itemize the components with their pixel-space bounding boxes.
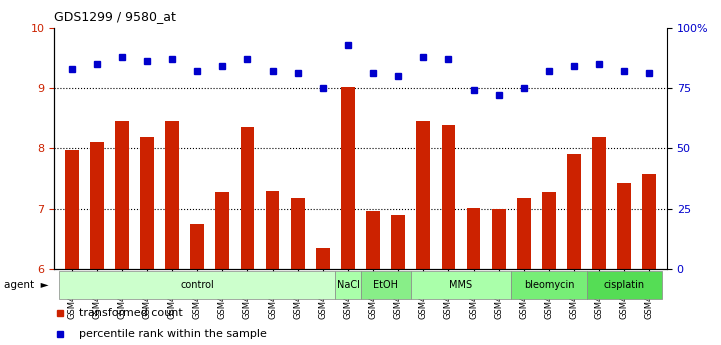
- Bar: [392, 215, 405, 269]
- Bar: [617, 183, 631, 269]
- Text: agent  ►: agent ►: [4, 280, 48, 289]
- Text: EtOH: EtOH: [373, 280, 398, 289]
- Bar: [587, 270, 662, 298]
- Bar: [241, 127, 255, 269]
- Text: GDS1299 / 9580_at: GDS1299 / 9580_at: [54, 10, 176, 23]
- Bar: [441, 125, 456, 269]
- Bar: [567, 154, 581, 269]
- Bar: [341, 87, 355, 269]
- Bar: [140, 137, 154, 269]
- Bar: [411, 270, 511, 298]
- Text: transformed count: transformed count: [79, 308, 182, 318]
- Text: bleomycin: bleomycin: [523, 280, 574, 289]
- Bar: [90, 142, 104, 269]
- Bar: [65, 150, 79, 269]
- Bar: [265, 190, 280, 269]
- Bar: [115, 121, 129, 269]
- Text: cisplatin: cisplatin: [603, 280, 645, 289]
- Bar: [517, 198, 531, 269]
- Text: control: control: [180, 280, 214, 289]
- Text: NaCl: NaCl: [337, 280, 359, 289]
- Bar: [335, 270, 360, 298]
- Bar: [316, 248, 329, 269]
- Text: percentile rank within the sample: percentile rank within the sample: [79, 329, 267, 339]
- Bar: [642, 174, 656, 269]
- Bar: [165, 121, 179, 269]
- Bar: [59, 270, 335, 298]
- Bar: [511, 270, 587, 298]
- Bar: [592, 137, 606, 269]
- Bar: [466, 207, 480, 269]
- Bar: [291, 198, 304, 269]
- Bar: [216, 192, 229, 269]
- Bar: [492, 209, 505, 269]
- Bar: [360, 270, 411, 298]
- Bar: [542, 192, 556, 269]
- Bar: [417, 121, 430, 269]
- Text: MMS: MMS: [449, 280, 472, 289]
- Bar: [190, 224, 204, 269]
- Bar: [366, 210, 380, 269]
